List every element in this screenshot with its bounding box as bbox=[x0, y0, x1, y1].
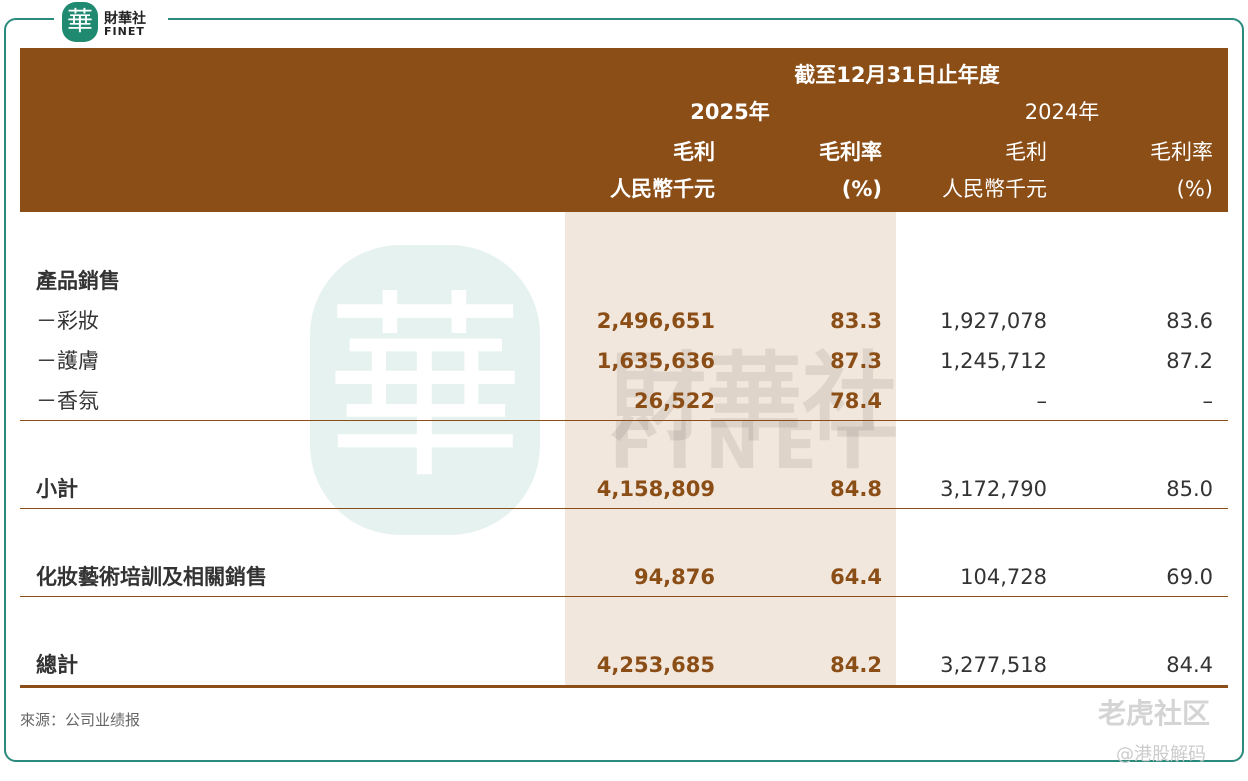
row-label: 產品銷售 bbox=[36, 269, 120, 293]
cell: 85.0 bbox=[1166, 477, 1213, 501]
column-header: 毛利率 bbox=[819, 140, 882, 164]
row-label: －護膚 bbox=[36, 349, 99, 373]
watermark-name: 財華社 bbox=[610, 342, 898, 454]
cell: 87.2 bbox=[1166, 349, 1213, 373]
rule bbox=[20, 596, 1228, 597]
logo-sub: FINET bbox=[104, 25, 145, 38]
watermark-tiger: 老虎社区 bbox=[1098, 697, 1211, 730]
logo-mark: 華 bbox=[62, 2, 98, 42]
cell: 4,253,685 bbox=[596, 653, 715, 677]
cell: 87.3 bbox=[830, 349, 882, 373]
row-label: －彩妝 bbox=[36, 309, 99, 333]
column-header: 人民幣千元 bbox=[610, 177, 715, 201]
header-band bbox=[20, 48, 1228, 212]
column-header: 毛利 bbox=[673, 140, 715, 164]
cell: 83.6 bbox=[1166, 309, 1213, 333]
year: 2024年 bbox=[1024, 100, 1100, 124]
cell: 2,496,651 bbox=[596, 309, 715, 333]
cell: 84.2 bbox=[830, 653, 882, 677]
cell: – bbox=[1202, 389, 1214, 413]
cell: 84.8 bbox=[830, 477, 882, 501]
cell: 4,158,809 bbox=[596, 477, 715, 501]
cell: 78.4 bbox=[830, 389, 882, 413]
logo-name: 財華社 bbox=[104, 11, 146, 27]
year: 2025年 bbox=[690, 100, 770, 124]
column-header: 毛利 bbox=[1005, 140, 1047, 164]
rule bbox=[20, 508, 1228, 509]
cell: 64.4 bbox=[830, 565, 882, 589]
frame bbox=[4, 18, 1244, 762]
cell: 1,245,712 bbox=[940, 349, 1047, 373]
row-label: 總計 bbox=[36, 653, 78, 677]
period: 截至12月31日止年度 bbox=[794, 63, 1000, 87]
row-label: －香氛 bbox=[36, 389, 99, 413]
highlight-column bbox=[565, 212, 896, 686]
cell: 83.3 bbox=[830, 309, 882, 333]
source: 來源：公司业绩报 bbox=[20, 711, 141, 729]
rule bbox=[20, 685, 1228, 688]
cell: 94,876 bbox=[633, 565, 715, 589]
row-label: 小計 bbox=[36, 477, 78, 501]
watermark-sub: FINET bbox=[610, 410, 889, 484]
cell: 26,522 bbox=[633, 389, 715, 413]
row-label: 化妝藝術培訓及相關銷售 bbox=[36, 565, 267, 589]
cell: – bbox=[1036, 389, 1048, 413]
column-header: (%) bbox=[1176, 177, 1213, 201]
cell: 3,172,790 bbox=[940, 477, 1047, 501]
cell: 3,277,518 bbox=[940, 653, 1047, 677]
cell: 69.0 bbox=[1166, 565, 1213, 589]
column-header: 毛利率 bbox=[1150, 140, 1213, 164]
rule bbox=[20, 420, 1228, 421]
cell: 104,728 bbox=[960, 565, 1047, 589]
cell: 1,635,636 bbox=[596, 349, 715, 373]
cell: 1,927,078 bbox=[940, 309, 1047, 333]
column-header: 人民幣千元 bbox=[942, 177, 1047, 201]
cell: 84.4 bbox=[1166, 653, 1213, 677]
watermark-handle: @港股解码 bbox=[1116, 744, 1206, 765]
column-header: (%) bbox=[841, 177, 882, 201]
watermark-logo: 華 bbox=[310, 245, 540, 535]
